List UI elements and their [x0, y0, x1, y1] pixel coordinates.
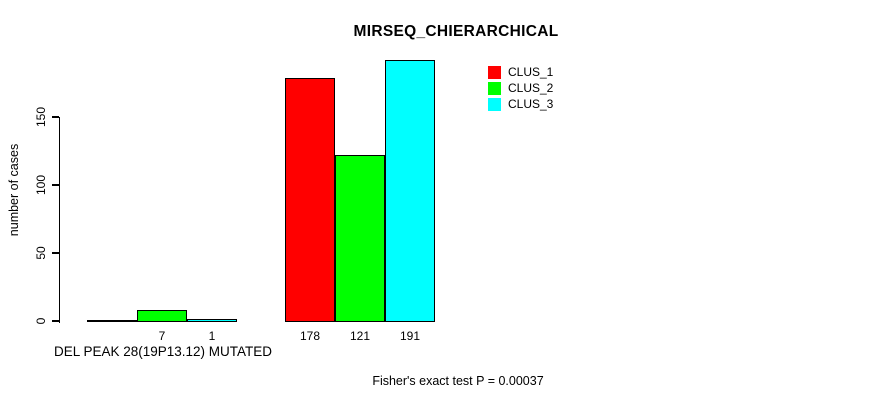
legend-label: CLUS_3: [508, 97, 554, 111]
chart-title: MIRSEQ_CHIERARCHICAL: [353, 23, 559, 40]
y-tick-mark: [51, 184, 59, 186]
bar-value-label: 121: [349, 329, 371, 343]
bar: [335, 155, 385, 322]
bar: [285, 77, 335, 322]
legend-swatch-icon: [488, 97, 501, 111]
legend-item: CLUS_1: [488, 64, 553, 80]
bar: [87, 320, 137, 322]
y-tick-label: 150: [34, 106, 48, 128]
bar: [385, 60, 435, 322]
legend: CLUS_1 CLUS_2 CLUS_3: [488, 64, 553, 112]
y-tick-mark: [51, 320, 59, 322]
bar-value-label: 191: [399, 329, 421, 343]
legend-swatch-icon: [488, 81, 501, 95]
legend-label: CLUS_1: [508, 65, 554, 79]
bar: [137, 310, 187, 322]
x-axis-label: DEL PEAK 28(19P13.12) MUTATED: [53, 344, 273, 359]
legend-swatch-icon: [488, 65, 501, 79]
bar-value-label: 178: [299, 329, 321, 343]
y-tick-label: 50: [34, 246, 48, 260]
y-axis-line: [58, 117, 60, 323]
legend-label: CLUS_2: [508, 81, 554, 95]
y-tick-mark: [51, 252, 59, 254]
legend-item: CLUS_3: [488, 96, 553, 112]
y-tick-label: 0: [34, 317, 48, 325]
bar: [187, 318, 237, 322]
y-tick-mark: [51, 116, 59, 118]
fisher-test-annotation: Fisher's exact test P = 0.00037: [372, 374, 544, 388]
y-tick-label: 100: [34, 174, 48, 196]
bar-value-label: 1: [208, 329, 216, 343]
bar-value-label: 7: [158, 329, 166, 343]
legend-item: CLUS_2: [488, 80, 553, 96]
